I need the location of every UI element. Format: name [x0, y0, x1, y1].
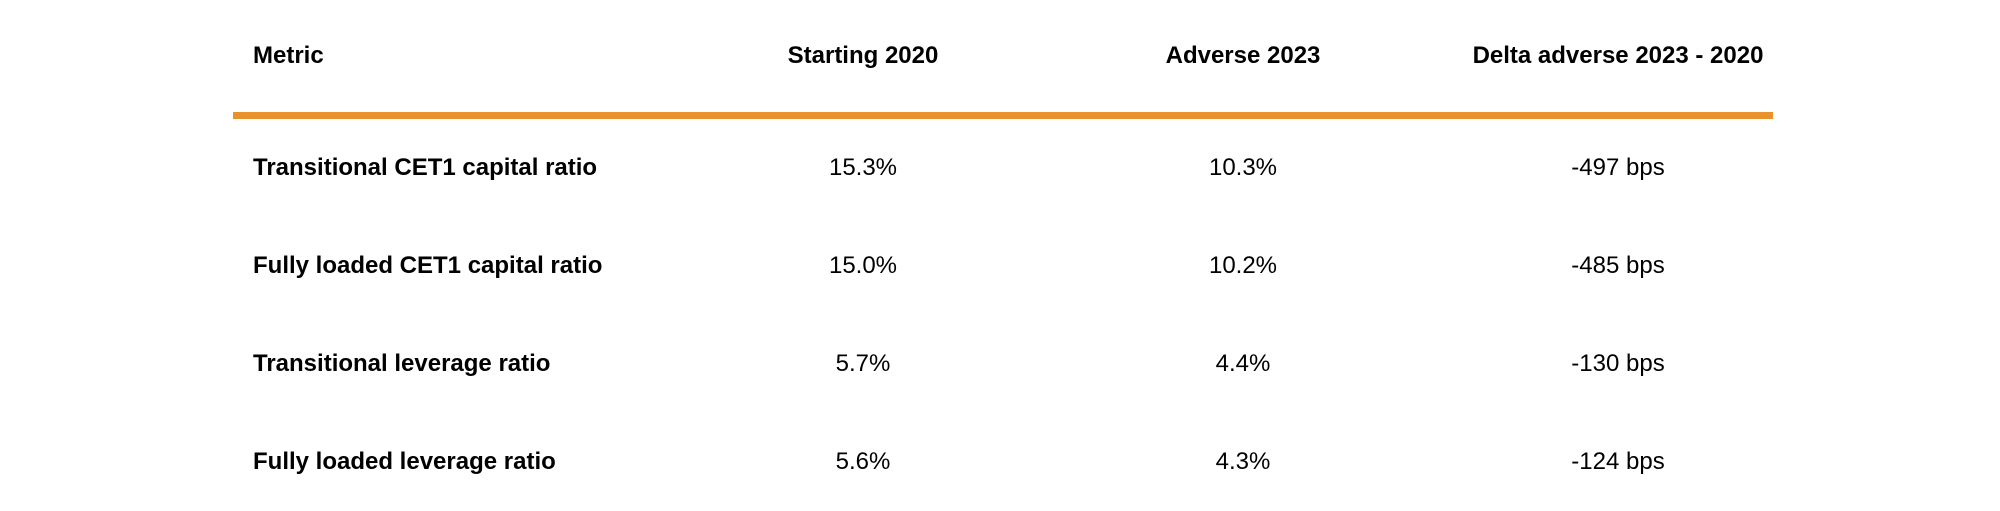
row-delta: -497 bps	[1571, 154, 1665, 181]
table-row: Transitional leverage ratio 5.7% 4.4% -1…	[233, 315, 1773, 413]
row-metric: Transitional leverage ratio	[253, 350, 551, 377]
row-adverse-2023: 10.3%	[1208, 154, 1278, 181]
row-delta: -124 bps	[1571, 448, 1665, 475]
header-adverse-2023: Adverse 2023	[1165, 42, 1321, 69]
table-row: Fully loaded leverage ratio 5.6% 4.3% -1…	[233, 413, 1773, 511]
table-header-row: Metric Starting 2020 Adverse 2023 Delta …	[233, 0, 1773, 112]
row-metric: Fully loaded CET1 capital ratio	[253, 252, 603, 279]
row-metric: Fully loaded leverage ratio	[253, 448, 556, 475]
header-divider	[233, 112, 1773, 119]
table-row: Fully loaded CET1 capital ratio 15.0% 10…	[233, 217, 1773, 315]
row-starting-2020: 5.6%	[835, 448, 891, 475]
header-metric: Metric	[253, 42, 324, 69]
row-adverse-2023: 4.3%	[1215, 448, 1271, 475]
header-delta: Delta adverse 2023 - 2020	[1472, 42, 1764, 69]
row-delta: -485 bps	[1571, 252, 1665, 279]
row-starting-2020: 5.7%	[835, 350, 891, 377]
table-row: Transitional CET1 capital ratio 15.3% 10…	[233, 119, 1773, 217]
row-starting-2020: 15.0%	[828, 252, 898, 279]
row-delta: -130 bps	[1571, 350, 1665, 377]
row-adverse-2023: 4.4%	[1215, 350, 1271, 377]
row-adverse-2023: 10.2%	[1208, 252, 1278, 279]
header-starting-2020: Starting 2020	[787, 42, 939, 69]
stress-test-results-table: Metric Starting 2020 Adverse 2023 Delta …	[233, 0, 1773, 511]
row-metric: Transitional CET1 capital ratio	[253, 154, 598, 181]
row-starting-2020: 15.3%	[828, 154, 898, 181]
